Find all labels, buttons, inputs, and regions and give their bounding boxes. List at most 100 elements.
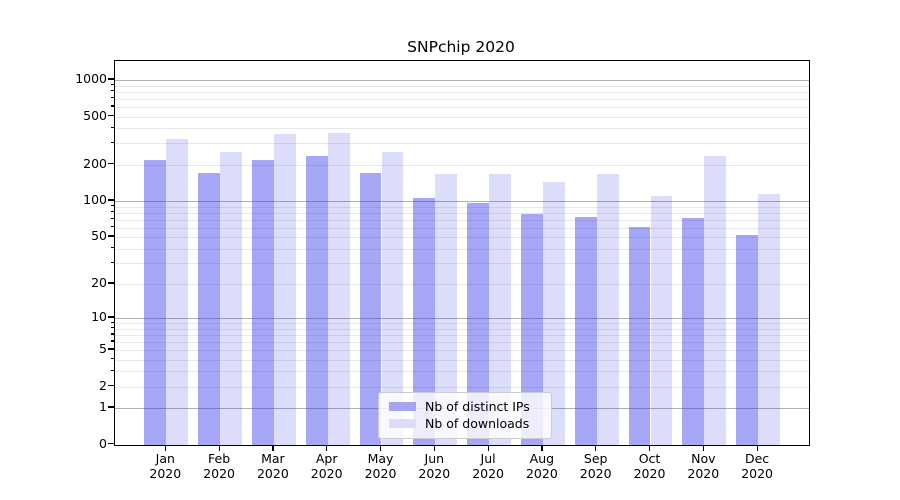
x-tick-label: Jun 2020	[418, 451, 451, 481]
y-minor-tick	[111, 211, 114, 213]
x-tick	[272, 445, 274, 451]
minor-gridline	[115, 143, 809, 145]
y-minor-tick	[111, 369, 114, 372]
legend-item-distinct-ips: Nb of distinct IPs	[379, 398, 551, 415]
bar-ips-mar	[252, 160, 274, 445]
y-minor-tick	[111, 218, 114, 220]
y-tick-label: 10	[91, 309, 107, 324]
y-tick	[108, 282, 114, 284]
y-minor-tick	[111, 333, 114, 335]
bar-downloads-jun	[435, 174, 458, 445]
bar-ips-dec	[736, 235, 759, 445]
x-tick	[218, 445, 220, 451]
y-tick	[108, 384, 114, 387]
bar-ips-jan	[144, 159, 167, 445]
minor-gridline	[115, 91, 809, 93]
x-tick	[164, 445, 166, 451]
minor-gridline	[115, 212, 809, 214]
y-tick-label: 100	[83, 192, 107, 207]
y-minor-tick	[111, 247, 114, 249]
y-tick	[108, 442, 114, 445]
y-tick	[108, 114, 114, 117]
bar-downloads-aug	[542, 181, 565, 445]
minor-gridline	[115, 323, 809, 324]
y-minor-tick	[111, 141, 114, 144]
y-tick	[108, 199, 114, 201]
x-tick-label: Oct 2020	[633, 451, 666, 481]
y-minor-tick	[111, 105, 114, 107]
y-tick-label: 20	[91, 274, 107, 290]
x-tick-label: Jan 2020	[149, 451, 182, 481]
y-tick	[108, 316, 114, 318]
minor-gridline	[115, 283, 809, 285]
y-minor-tick	[111, 126, 114, 128]
y-tick-label: 50	[91, 228, 107, 243]
minor-gridline	[115, 359, 809, 361]
minor-gridline	[115, 227, 809, 229]
y-tick-label: 1	[99, 398, 107, 414]
y-minor-tick	[111, 205, 114, 207]
minor-gridline	[115, 106, 809, 108]
y-tick	[108, 235, 114, 237]
x-tick	[756, 445, 758, 451]
bar-downloads-jan	[166, 138, 189, 445]
minor-gridline	[115, 334, 809, 336]
bar-downloads-sep	[596, 174, 619, 445]
bar-downloads-feb	[220, 151, 242, 445]
x-tick-label: Sep 2020	[579, 451, 612, 481]
y-minor-tick	[111, 97, 114, 99]
legend-item-downloads: Nb of downloads	[379, 415, 551, 432]
y-minor-tick	[111, 84, 114, 86]
bar-downloads-oct	[650, 196, 673, 445]
minor-gridline	[115, 341, 809, 343]
chart-title: SNPchip 2020	[407, 38, 515, 56]
y-minor-tick	[111, 358, 114, 360]
bar-downloads-may	[381, 151, 404, 445]
y-tick-label: 0	[99, 435, 107, 451]
legend: Nb of distinct IPs Nb of downloads	[378, 392, 552, 439]
minor-gridline	[115, 128, 809, 130]
bar-downloads-mar	[273, 134, 296, 445]
legend-label-distinct-ips: Nb of distinct IPs	[425, 399, 530, 414]
bar-downloads-dec	[758, 193, 780, 445]
x-tick-label: Mar 2020	[256, 451, 289, 481]
minor-gridline	[115, 263, 809, 265]
x-tick-label: Dec 2020	[741, 451, 773, 481]
x-tick	[648, 445, 651, 451]
x-tick	[595, 445, 597, 451]
y-tick-label: 5	[99, 341, 107, 356]
x-tick	[487, 445, 489, 451]
bar-ips-jun	[413, 197, 436, 445]
bar-downloads-apr	[327, 133, 350, 445]
minor-gridline	[115, 248, 809, 250]
x-tick	[433, 445, 435, 451]
minor-gridline	[115, 328, 809, 330]
minor-gridline	[115, 237, 809, 238]
bar-downloads-nov	[704, 156, 727, 445]
x-tick-label: Jul 2020	[472, 451, 504, 481]
minor-gridline	[115, 85, 809, 87]
y-minor-tick	[111, 261, 114, 264]
x-tick	[326, 445, 328, 451]
x-tick-label: Aug 2020	[525, 451, 558, 481]
bar-ips-may	[359, 173, 382, 445]
x-tick	[702, 445, 704, 451]
bar-ips-jul	[467, 202, 490, 445]
bar-ips-feb	[198, 172, 221, 445]
minor-gridline	[115, 98, 809, 100]
bar-ips-sep	[574, 217, 597, 445]
y-minor-tick	[111, 226, 114, 228]
y-minor-tick	[111, 321, 114, 323]
x-tick-label: Apr 2020	[310, 451, 343, 481]
minor-gridline	[115, 350, 809, 351]
minor-gridline	[115, 164, 809, 166]
major-gridline	[115, 201, 809, 202]
major-gridline	[115, 318, 809, 319]
x-tick-label: Feb 2020	[203, 451, 235, 481]
y-tick-label: 500	[83, 107, 107, 123]
legend-swatch-downloads	[389, 419, 416, 428]
y-tick	[108, 78, 114, 80]
x-tick	[541, 445, 543, 451]
y-minor-tick	[111, 90, 114, 92]
